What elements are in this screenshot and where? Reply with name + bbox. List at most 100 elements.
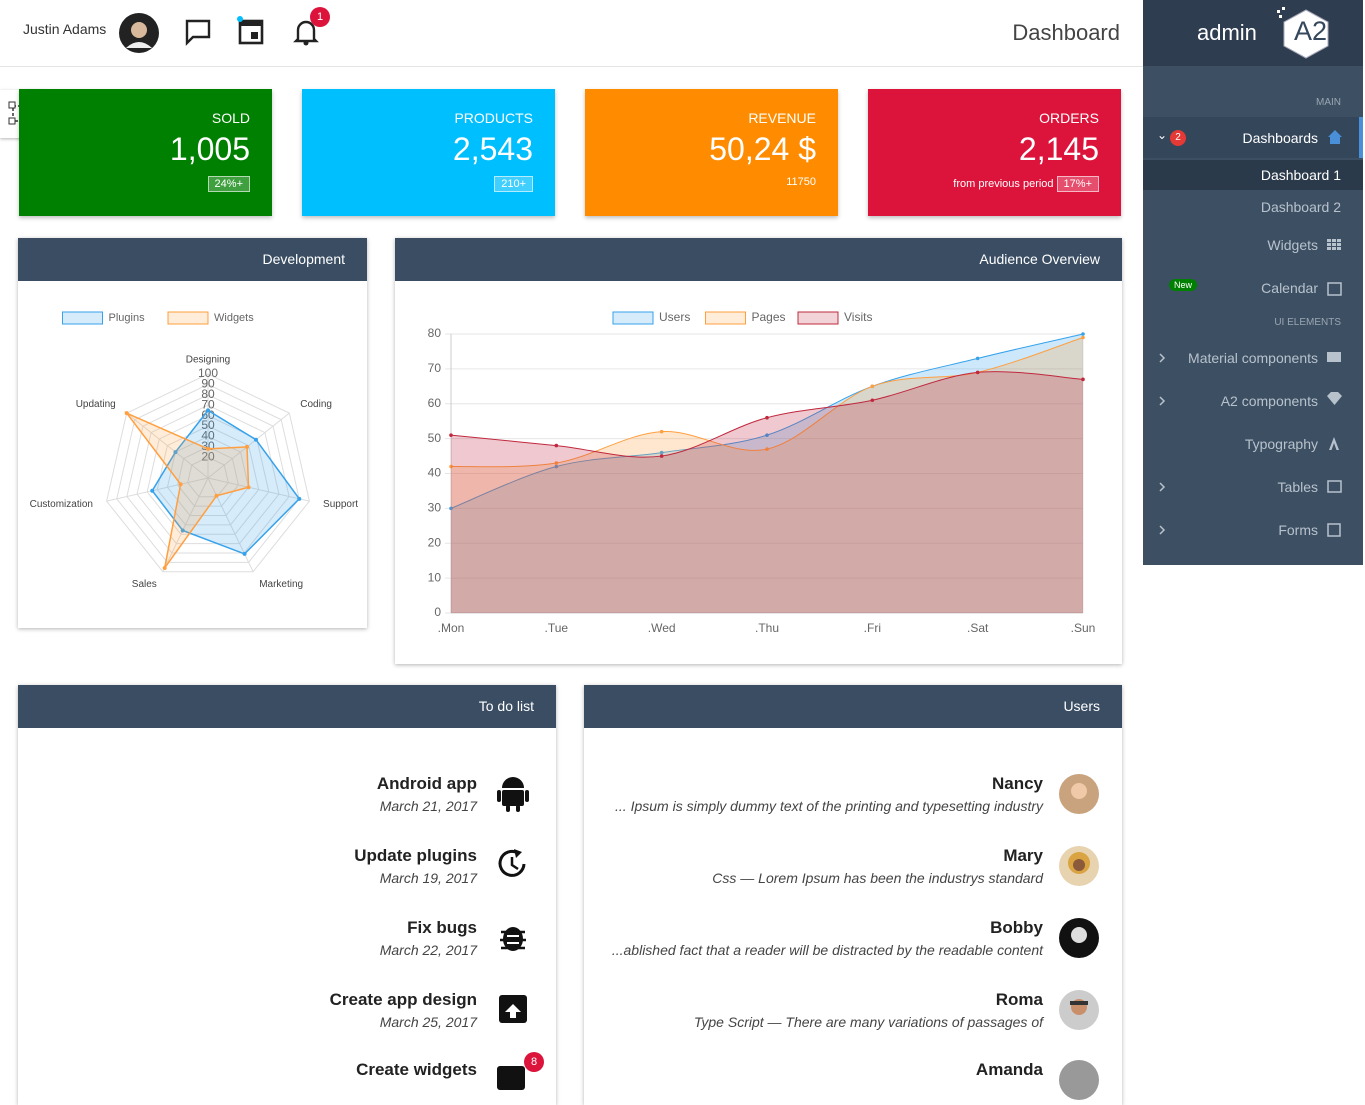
stat-card: PRODUCTS 2,543 210+ bbox=[302, 89, 555, 216]
calendar-icon[interactable] bbox=[236, 14, 266, 46]
series-point bbox=[870, 398, 875, 403]
user-item[interactable]: Nancy ... Ipsum is simply dummy text of t… bbox=[615, 774, 1043, 814]
stat-note: 24%+ bbox=[207, 176, 250, 192]
grid-ring bbox=[106, 373, 310, 573]
radar-point bbox=[206, 408, 210, 413]
radar-point bbox=[150, 488, 155, 493]
x-tick-label: .Sun bbox=[1071, 621, 1096, 635]
radar-point bbox=[178, 482, 183, 487]
axis-label: Marketing bbox=[259, 579, 303, 590]
todo-date: March 21, 2017 bbox=[379, 798, 477, 814]
panel-title: To do list bbox=[18, 685, 556, 728]
user-name: Roma bbox=[995, 990, 1043, 1009]
legend-label: Plugins bbox=[109, 312, 146, 324]
series-point bbox=[1081, 335, 1085, 340]
nav-item[interactable]: Calendar bbox=[1261, 280, 1318, 296]
y-tick-label: 40 bbox=[428, 466, 442, 480]
user-item[interactable]: Bobby ...ablished fact that a reader will… bbox=[612, 918, 1043, 958]
chevron: ⌄ bbox=[1157, 128, 1168, 142]
bug-icon bbox=[500, 927, 526, 951]
legend-swatch bbox=[612, 311, 654, 325]
legend-label: Pages bbox=[752, 310, 786, 324]
y-tick-label: 10 bbox=[428, 570, 442, 584]
stat-label: ORDERS bbox=[1039, 110, 1099, 126]
top-bar: Justin Adams 1 Dashboard bbox=[0, 0, 1143, 67]
todo-title: Update plugins bbox=[354, 846, 477, 865]
sidebar: admin A2 MAIN ⌄ 2 Dashboards Dashboard 1… bbox=[1143, 0, 1363, 565]
user-item[interactable]: Amanda bbox=[976, 1060, 1043, 1080]
todo-title: Create app design bbox=[329, 990, 477, 1009]
series-point bbox=[554, 464, 559, 469]
nav-item[interactable]: Widgets bbox=[1267, 237, 1318, 253]
series-point bbox=[449, 464, 453, 469]
r-tick-label: 70 bbox=[201, 397, 215, 411]
radar-point bbox=[245, 444, 250, 449]
y-tick-label: 20 bbox=[428, 535, 442, 549]
notification-badge: 1 bbox=[310, 7, 330, 27]
brand[interactable]: admin bbox=[1197, 20, 1257, 45]
r-tick-label: 50 bbox=[201, 418, 215, 432]
nav-item[interactable]: Forms bbox=[1278, 522, 1318, 538]
radar-point bbox=[173, 450, 178, 455]
series-point bbox=[765, 433, 769, 437]
item-badge: New bbox=[1169, 279, 1198, 291]
messages-icon[interactable] bbox=[184, 18, 212, 46]
panel-title: Development bbox=[18, 238, 367, 281]
stat-value: 2,543 bbox=[452, 131, 533, 167]
update-icon bbox=[498, 849, 526, 877]
series-point bbox=[975, 356, 980, 361]
page-title: Dashboard bbox=[1012, 20, 1120, 45]
notifications-icon[interactable] bbox=[292, 18, 320, 46]
user-item[interactable]: Mary Css — Lorem Ipsum has been the indus… bbox=[712, 846, 1043, 886]
todo-item[interactable]: Create app design March 25, 2017 bbox=[330, 990, 477, 1030]
section-label: MAIN bbox=[1316, 97, 1341, 108]
stat-value: 50,24 $ bbox=[709, 131, 816, 167]
todo-title: Fix bugs bbox=[407, 918, 477, 937]
x-tick-label: .Thu bbox=[755, 621, 779, 635]
audience-panel: Audience Overview Users Pages Visits 0 10 20 3… bbox=[395, 238, 1122, 664]
line-chart: Users Pages Visits 0 10 20 30 40 50 60 70 80 .Mon .Tu… bbox=[428, 310, 1096, 635]
series-point bbox=[449, 506, 453, 511]
development-panel: Development Plugins Widgets 20 30 40 50 60 70 80… bbox=[18, 238, 367, 628]
todo-date: March 22, 2017 bbox=[379, 942, 477, 958]
nav-subitem[interactable]: Dashboard 1 bbox=[1260, 167, 1341, 183]
section-label: UI ELEMENTS bbox=[1274, 317, 1341, 328]
user-text: Type Script — There are many variations … bbox=[693, 1014, 1043, 1030]
axis-label: Designing bbox=[186, 355, 230, 366]
nav-item[interactable]: Typography bbox=[1244, 436, 1318, 452]
user-name[interactable]: Justin Adams bbox=[23, 21, 107, 37]
nav-item[interactable]: Dashboards bbox=[1242, 130, 1319, 146]
todo-badge: 8 bbox=[524, 1052, 544, 1072]
nav-item[interactable]: Material components bbox=[1188, 350, 1318, 366]
x-tick-label: .Tue bbox=[545, 621, 569, 635]
todo-item[interactable]: Create widgets bbox=[356, 1060, 477, 1080]
stat-card: ORDERS 2,145 from previous period 17%+ bbox=[868, 89, 1121, 216]
legend-label: Users bbox=[659, 310, 690, 324]
r-tick-label: 40 bbox=[201, 429, 215, 443]
series-point bbox=[765, 447, 769, 451]
stat-label: PRODUCTS bbox=[454, 110, 533, 126]
nav-subitem[interactable]: Dashboard 2 bbox=[1260, 199, 1341, 215]
x-tick-label: .Sat bbox=[967, 621, 989, 635]
series-point bbox=[449, 433, 453, 437]
y-tick-label: 30 bbox=[428, 501, 442, 515]
series-area bbox=[451, 371, 1083, 613]
nav-item[interactable]: Tables bbox=[1277, 479, 1318, 495]
stat-value: 1,005 bbox=[169, 131, 250, 167]
axis-label: Updating bbox=[76, 399, 116, 410]
r-tick-label: 100 bbox=[198, 366, 218, 380]
r-tick-label: 60 bbox=[201, 408, 215, 422]
radar-area bbox=[151, 409, 301, 555]
radar-point bbox=[242, 551, 247, 556]
legend-swatch bbox=[167, 311, 209, 325]
item-badge: 2 bbox=[1170, 130, 1186, 146]
todo-item[interactable]: Fix bugs March 22, 2017 bbox=[380, 918, 477, 958]
nav-item[interactable]: A2 components bbox=[1220, 393, 1318, 409]
todo-item[interactable]: Update plugins March 19, 2017 bbox=[354, 846, 477, 886]
grid-ring bbox=[156, 425, 260, 526]
user-avatar[interactable] bbox=[118, 12, 160, 54]
todo-item[interactable]: Android app March 21, 2017 bbox=[377, 774, 477, 814]
user-item[interactable]: Roma Type Script — There are many variati… bbox=[694, 990, 1043, 1030]
stat-card: REVENUE 50,24 $ 11750 bbox=[585, 89, 838, 216]
